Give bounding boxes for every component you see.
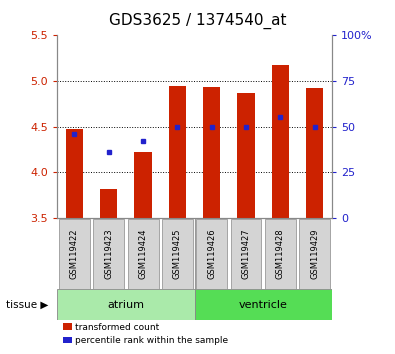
- Text: GSM119424: GSM119424: [139, 229, 148, 279]
- Bar: [134, 152, 152, 218]
- Bar: [203, 87, 220, 218]
- Text: GSM119423: GSM119423: [104, 229, 113, 279]
- FancyBboxPatch shape: [231, 219, 261, 289]
- Text: GSM119422: GSM119422: [70, 229, 79, 279]
- FancyBboxPatch shape: [128, 219, 158, 289]
- Bar: [306, 88, 323, 218]
- Bar: [169, 86, 186, 218]
- Bar: [100, 189, 117, 218]
- Text: atrium: atrium: [107, 300, 145, 310]
- Text: GSM119428: GSM119428: [276, 229, 285, 279]
- FancyBboxPatch shape: [162, 219, 193, 289]
- FancyBboxPatch shape: [59, 219, 90, 289]
- Text: GSM119425: GSM119425: [173, 229, 182, 279]
- Bar: [272, 64, 289, 218]
- Text: GSM119426: GSM119426: [207, 229, 216, 279]
- Text: GSM119429: GSM119429: [310, 229, 319, 279]
- Bar: [66, 129, 83, 218]
- FancyBboxPatch shape: [196, 219, 227, 289]
- FancyBboxPatch shape: [93, 219, 124, 289]
- FancyBboxPatch shape: [265, 219, 296, 289]
- Text: tissue ▶: tissue ▶: [6, 300, 48, 310]
- Text: GSM119427: GSM119427: [241, 229, 250, 279]
- FancyBboxPatch shape: [299, 219, 330, 289]
- Bar: [237, 93, 255, 218]
- FancyBboxPatch shape: [195, 289, 332, 320]
- Text: ventricle: ventricle: [239, 300, 288, 310]
- Legend: transformed count, percentile rank within the sample: transformed count, percentile rank withi…: [60, 319, 232, 349]
- FancyBboxPatch shape: [57, 289, 195, 320]
- Text: GDS3625 / 1374540_at: GDS3625 / 1374540_at: [109, 12, 286, 29]
